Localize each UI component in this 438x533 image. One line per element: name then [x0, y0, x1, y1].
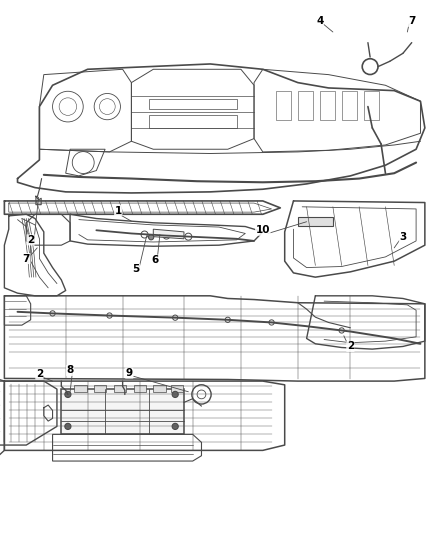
Text: 7: 7 — [23, 254, 30, 263]
Circle shape — [65, 423, 71, 430]
Bar — [364, 91, 379, 120]
Polygon shape — [298, 217, 333, 226]
Bar — [61, 389, 184, 434]
Bar — [320, 91, 335, 120]
Text: 1: 1 — [115, 206, 122, 215]
Text: 4: 4 — [316, 17, 323, 26]
Circle shape — [172, 391, 178, 398]
Bar — [114, 385, 126, 392]
Bar — [276, 91, 291, 120]
Bar — [149, 115, 237, 128]
Text: 2: 2 — [347, 342, 354, 351]
Bar — [171, 385, 183, 392]
Text: 2: 2 — [27, 235, 34, 245]
Text: 3: 3 — [399, 232, 406, 242]
Bar — [134, 385, 146, 392]
Bar — [74, 385, 87, 392]
Text: 7: 7 — [408, 17, 415, 26]
Bar — [298, 91, 313, 120]
Bar — [153, 385, 166, 392]
Text: 6: 6 — [152, 255, 159, 265]
Circle shape — [172, 423, 178, 430]
Text: 5: 5 — [132, 264, 139, 274]
Circle shape — [65, 391, 71, 398]
Text: 2: 2 — [36, 369, 43, 379]
Text: 8: 8 — [67, 366, 74, 375]
Text: 9: 9 — [126, 368, 133, 378]
Bar — [149, 99, 237, 109]
Bar — [342, 91, 357, 120]
Polygon shape — [153, 229, 184, 239]
Bar — [94, 385, 106, 392]
Circle shape — [148, 235, 154, 240]
Text: 10: 10 — [255, 225, 270, 235]
